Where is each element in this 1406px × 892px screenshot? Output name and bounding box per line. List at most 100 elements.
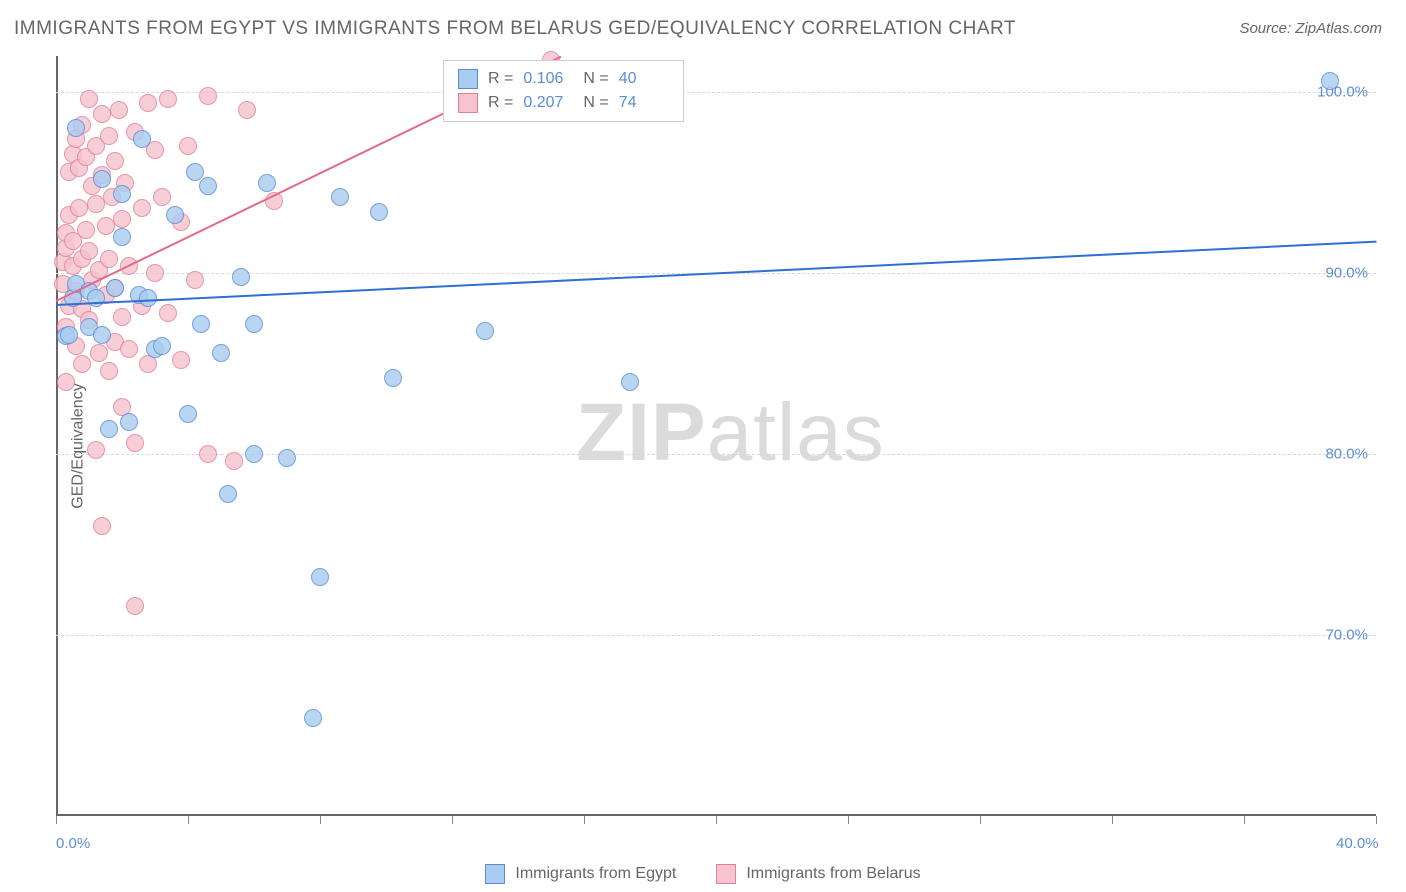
data-point-egypt bbox=[192, 315, 210, 333]
data-point-egypt bbox=[60, 326, 78, 344]
data-point-egypt bbox=[67, 119, 85, 137]
legend-row-egypt: R = 0.106 N = 40 bbox=[458, 67, 669, 91]
data-point-belarus bbox=[57, 373, 75, 391]
data-point-egypt bbox=[87, 289, 105, 307]
watermark-atlas: atlas bbox=[707, 387, 885, 478]
swatch-egypt bbox=[485, 864, 505, 884]
data-point-egypt bbox=[311, 568, 329, 586]
watermark-zip: ZIP bbox=[576, 387, 707, 478]
n-label: N = bbox=[583, 91, 608, 115]
x-tick bbox=[56, 816, 57, 824]
data-point-belarus bbox=[93, 517, 111, 535]
legend-row-belarus: R = 0.207 N = 74 bbox=[458, 91, 669, 115]
correlation-legend: R = 0.106 N = 40 R = 0.207 N = 74 bbox=[443, 60, 684, 122]
data-point-belarus bbox=[238, 101, 256, 119]
n-value-egypt: 40 bbox=[619, 67, 669, 91]
data-point-belarus bbox=[186, 271, 204, 289]
data-point-belarus bbox=[179, 137, 197, 155]
data-point-belarus bbox=[110, 101, 128, 119]
data-point-egypt bbox=[278, 449, 296, 467]
data-point-egypt bbox=[186, 163, 204, 181]
y-tick-label: 80.0% bbox=[1325, 446, 1368, 463]
data-point-belarus bbox=[90, 344, 108, 362]
data-point-belarus bbox=[159, 304, 177, 322]
data-point-belarus bbox=[225, 452, 243, 470]
data-point-belarus bbox=[87, 441, 105, 459]
data-point-belarus bbox=[153, 188, 171, 206]
data-point-egypt bbox=[113, 185, 131, 203]
data-point-egypt bbox=[166, 206, 184, 224]
data-point-belarus bbox=[100, 127, 118, 145]
n-label: N = bbox=[583, 67, 608, 91]
data-point-egypt bbox=[370, 203, 388, 221]
x-tick bbox=[980, 816, 981, 824]
data-point-belarus bbox=[80, 242, 98, 260]
r-label: R = bbox=[488, 67, 513, 91]
data-point-egypt bbox=[120, 413, 138, 431]
r-value-egypt: 0.106 bbox=[523, 67, 573, 91]
x-tick bbox=[1244, 816, 1245, 824]
data-point-egypt bbox=[1321, 72, 1339, 90]
y-axis-line bbox=[56, 56, 58, 816]
data-point-egypt bbox=[245, 445, 263, 463]
data-point-egypt bbox=[212, 344, 230, 362]
data-point-egypt bbox=[219, 485, 237, 503]
x-tick-label: 40.0% bbox=[1336, 835, 1379, 852]
data-point-belarus bbox=[146, 264, 164, 282]
data-point-belarus bbox=[100, 250, 118, 268]
data-point-belarus bbox=[172, 351, 190, 369]
legend-item-belarus: Immigrants from Belarus bbox=[716, 864, 920, 884]
data-point-egypt bbox=[179, 405, 197, 423]
data-point-belarus bbox=[199, 445, 217, 463]
x-tick bbox=[320, 816, 321, 824]
data-point-egypt bbox=[199, 177, 217, 195]
source-label: Source: ZipAtlas.com bbox=[1239, 20, 1382, 37]
data-point-belarus bbox=[199, 87, 217, 105]
data-point-egypt bbox=[93, 326, 111, 344]
legend-item-egypt: Immigrants from Egypt bbox=[485, 864, 676, 884]
data-point-belarus bbox=[126, 434, 144, 452]
data-point-egypt bbox=[153, 337, 171, 355]
data-point-egypt bbox=[113, 228, 131, 246]
data-point-belarus bbox=[139, 94, 157, 112]
data-point-egypt bbox=[133, 130, 151, 148]
r-label: R = bbox=[488, 91, 513, 115]
data-point-belarus bbox=[97, 217, 115, 235]
gridline-horizontal bbox=[56, 635, 1376, 636]
legend-label-egypt: Immigrants from Egypt bbox=[515, 865, 676, 883]
data-point-belarus bbox=[80, 90, 98, 108]
legend-label-belarus: Immigrants from Belarus bbox=[746, 865, 920, 883]
x-tick bbox=[1376, 816, 1377, 824]
data-point-belarus bbox=[126, 597, 144, 615]
data-point-belarus bbox=[100, 362, 118, 380]
data-point-belarus bbox=[87, 195, 105, 213]
data-point-belarus bbox=[70, 199, 88, 217]
data-point-egypt bbox=[106, 279, 124, 297]
data-point-belarus bbox=[73, 355, 91, 373]
data-point-egypt bbox=[331, 188, 349, 206]
x-tick bbox=[1112, 816, 1113, 824]
data-point-egypt bbox=[384, 369, 402, 387]
data-point-belarus bbox=[159, 90, 177, 108]
swatch-egypt bbox=[458, 69, 478, 89]
data-point-egypt bbox=[100, 420, 118, 438]
chart-title: IMMIGRANTS FROM EGYPT VS IMMIGRANTS FROM… bbox=[14, 18, 1016, 40]
r-value-belarus: 0.207 bbox=[523, 91, 573, 115]
data-point-belarus bbox=[77, 221, 95, 239]
data-point-belarus bbox=[93, 105, 111, 123]
data-point-belarus bbox=[113, 210, 131, 228]
data-point-egypt bbox=[621, 373, 639, 391]
x-tick bbox=[848, 816, 849, 824]
data-point-egypt bbox=[258, 174, 276, 192]
x-tick bbox=[452, 816, 453, 824]
data-point-egypt bbox=[304, 709, 322, 727]
y-tick-label: 90.0% bbox=[1325, 265, 1368, 282]
watermark: ZIPatlas bbox=[576, 386, 885, 480]
data-point-belarus bbox=[120, 340, 138, 358]
swatch-belarus bbox=[458, 93, 478, 113]
series-legend: Immigrants from Egypt Immigrants from Be… bbox=[0, 864, 1406, 884]
data-point-belarus bbox=[133, 199, 151, 217]
data-point-egypt bbox=[232, 268, 250, 286]
swatch-belarus bbox=[716, 864, 736, 884]
gridline-horizontal bbox=[56, 92, 1376, 93]
